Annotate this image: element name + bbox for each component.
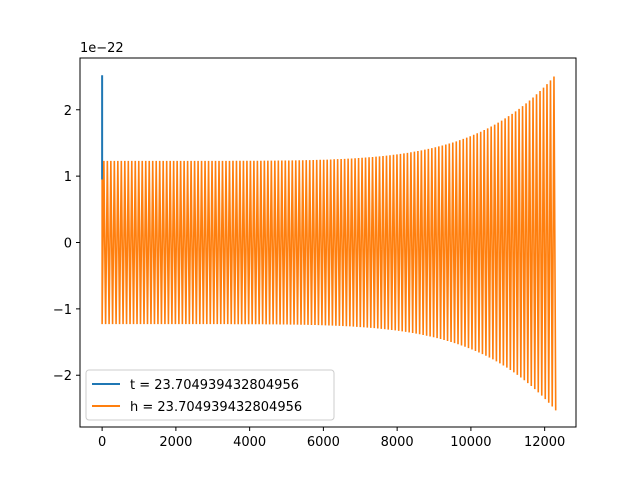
x-tick-label: 0: [98, 435, 106, 450]
legend: t = 23.704939432804956 h = 23.7049394328…: [85, 369, 335, 421]
legend-box: [85, 369, 335, 421]
x-tick-label: 6000: [307, 435, 340, 450]
y-axis: −2 −1 0 1 2: [53, 104, 80, 384]
x-tick-label: 4000: [233, 435, 266, 450]
x-axis: 0 2000 4000 6000 8000 10000 12000: [98, 427, 565, 450]
plot-frame: [79, 57, 577, 428]
x-tick-label: 10000: [450, 435, 491, 450]
series-line-h: [101, 76, 557, 411]
x-tick-label: 2000: [159, 435, 192, 450]
x-tick-label: 12000: [524, 435, 565, 450]
y-tick-label: 2: [64, 104, 72, 119]
y-tick-label: 1: [64, 170, 72, 185]
y-tick-label: 0: [64, 237, 72, 252]
legend-label-t: t = 23.704939432804956: [130, 378, 299, 393]
series-layer: [101, 75, 557, 411]
y-offset-text: 1e−22: [80, 41, 124, 56]
x-tick-label: 8000: [381, 435, 414, 450]
y-tick-label: −1: [53, 303, 72, 318]
legend-label-h: h = 23.704939432804956: [130, 400, 302, 415]
y-tick-label: −2: [53, 369, 72, 384]
